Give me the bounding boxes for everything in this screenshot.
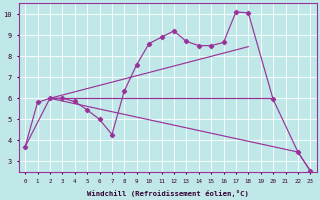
X-axis label: Windchill (Refroidissement éolien,°C): Windchill (Refroidissement éolien,°C) xyxy=(87,190,249,197)
